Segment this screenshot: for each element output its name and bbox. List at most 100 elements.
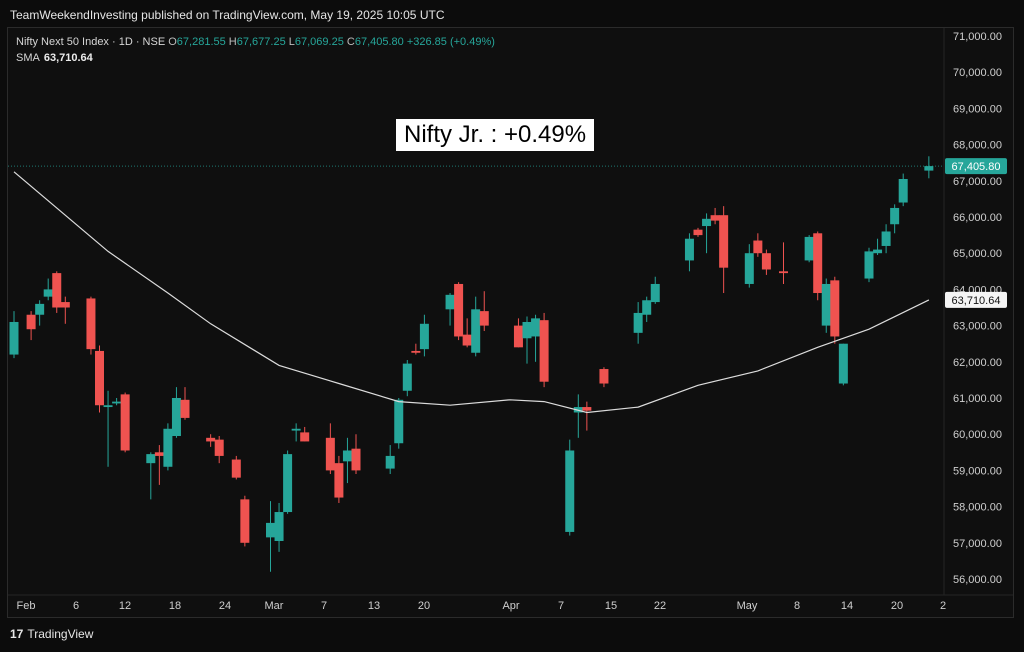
- open-value: 67,281.55: [176, 36, 226, 48]
- candle-body: [266, 522, 275, 538]
- candle-body: [342, 450, 352, 462]
- candle-body: [924, 166, 934, 171]
- sma-price-tag-bg: [945, 291, 1007, 308]
- candle-body: [838, 343, 848, 384]
- x-tick-label: Mar: [265, 600, 284, 612]
- y-tick-label: 63,000.00: [953, 321, 1002, 333]
- candle-body: [898, 178, 908, 203]
- candle-body: [411, 350, 421, 353]
- candle-body: [394, 399, 404, 444]
- x-tick-label: 7: [558, 600, 564, 612]
- symbol-label[interactable]: Nifty Next 50 Index · 1D · NSE: [16, 36, 166, 48]
- x-tick-label: 24: [219, 600, 231, 612]
- candle-body: [522, 321, 532, 339]
- candle-body: [471, 309, 481, 353]
- candle-body: [684, 238, 694, 261]
- last-price-tag-bg: [945, 158, 1007, 175]
- candle-body: [479, 311, 489, 326]
- candle-body: [633, 312, 643, 333]
- candle-body: [163, 428, 173, 467]
- y-tick-label: 70,000.00: [953, 67, 1002, 79]
- candle-body: [26, 314, 36, 330]
- candle-body: [539, 320, 549, 382]
- x-tick-label: 22: [654, 600, 666, 612]
- sma-value: 63,710.64: [43, 52, 93, 64]
- candle-body: [881, 231, 891, 246]
- x-tick-label: 18: [169, 600, 181, 612]
- candle-body: [804, 236, 814, 261]
- x-tick-label: 13: [368, 600, 380, 612]
- close-value: 67,405.80: [354, 36, 404, 48]
- candle-body: [719, 215, 729, 268]
- chart-pane[interactable]: [7, 27, 1014, 618]
- candle-body: [599, 369, 609, 384]
- y-tick-label: 57,000.00: [953, 538, 1002, 550]
- x-tick-label: 6: [73, 600, 79, 612]
- candle-body: [642, 300, 652, 315]
- sma-label: SMA: [16, 52, 40, 64]
- x-tick-label: 20: [891, 600, 903, 612]
- high-value: 67,677.25: [236, 36, 286, 48]
- candle-body: [206, 437, 216, 442]
- sma-legend[interactable]: SMA 63,710.64: [16, 52, 93, 64]
- candle-body: [890, 207, 900, 225]
- candle-body: [120, 394, 130, 451]
- candle-body: [95, 350, 104, 406]
- candle-body: [334, 463, 344, 498]
- candle-body: [531, 318, 541, 337]
- x-tick-label: 2: [940, 600, 946, 612]
- low-label: L: [288, 36, 295, 48]
- candle-body: [419, 323, 429, 350]
- annotation-box: Nifty Jr. : +0.49%: [396, 119, 595, 151]
- y-tick-label: 56,000.00: [953, 574, 1002, 586]
- x-tick-label: 12: [119, 600, 131, 612]
- high-label: H: [228, 36, 237, 48]
- candle-body: [693, 229, 703, 236]
- y-tick-label: 58,000.00: [953, 502, 1002, 514]
- candle-body: [43, 289, 53, 297]
- candle-body: [291, 428, 301, 431]
- candle-body: [103, 405, 113, 408]
- x-tick-label: 15: [605, 600, 617, 612]
- candle-body: [445, 294, 455, 310]
- y-tick-label: 60,000.00: [953, 429, 1002, 441]
- y-tick-label: 59,000.00: [953, 465, 1002, 477]
- candle-body: [300, 432, 310, 442]
- candle-body: [60, 302, 70, 308]
- y-tick-label: 66,000.00: [953, 212, 1002, 224]
- candle-body: [385, 455, 395, 469]
- candle-body: [231, 459, 241, 478]
- candle-body: [753, 240, 763, 254]
- change-value: +326.85 (+0.49%): [406, 36, 495, 48]
- last-price-tag: 67,405.80: [952, 161, 1001, 173]
- candle-body: [454, 283, 464, 337]
- candle-body: [821, 283, 831, 326]
- candle-body: [52, 273, 62, 308]
- candle-body: [402, 363, 412, 391]
- candle-body: [86, 298, 96, 350]
- publisher-line: TeamWeekendInvesting published on Tradin…: [10, 8, 445, 22]
- low-value: 67,069.25: [294, 36, 344, 48]
- x-tick-label: 20: [418, 600, 430, 612]
- y-tick-label: 67,000.00: [953, 176, 1002, 188]
- candle-body: [565, 450, 575, 532]
- candle-body: [702, 218, 712, 227]
- candle-body: [650, 283, 660, 303]
- y-tick-label: 62,000.00: [953, 357, 1002, 369]
- candle-body: [180, 399, 190, 418]
- x-tick-label: Feb: [17, 600, 36, 612]
- candle-body: [582, 407, 592, 411]
- candle-body: [779, 271, 788, 274]
- candle-body: [513, 325, 523, 348]
- candle-body: [154, 452, 164, 456]
- candle-body: [214, 439, 224, 456]
- candle-body: [710, 215, 720, 221]
- y-tick-label: 65,000.00: [953, 248, 1002, 260]
- tradingview-logo-icon: 17: [10, 627, 24, 641]
- tradingview-brand[interactable]: 17 TradingView: [10, 627, 93, 641]
- candle-body: [240, 499, 250, 543]
- candle-body: [744, 253, 754, 284]
- candle-body: [462, 334, 472, 346]
